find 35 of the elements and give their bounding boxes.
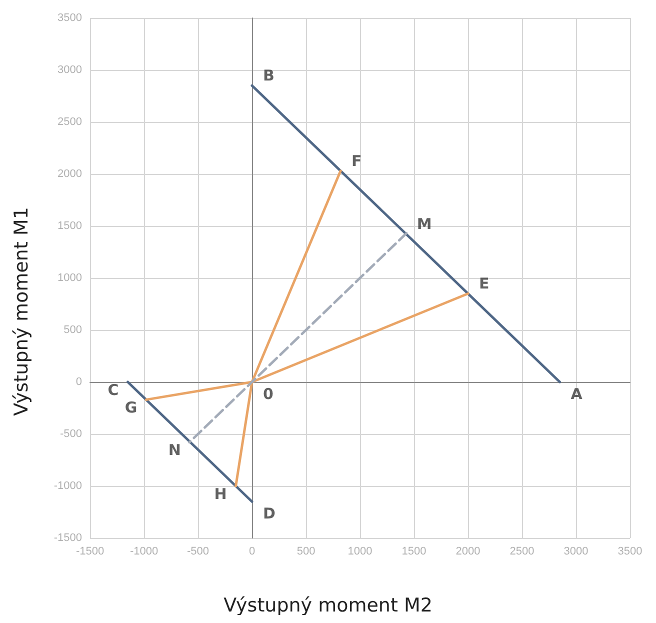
annotation: G bbox=[124, 398, 138, 417]
x-tick-label: 2500 bbox=[510, 546, 534, 558]
x-tick-label: 500 bbox=[296, 546, 316, 558]
x-tick-label: -500 bbox=[186, 546, 210, 558]
x-tick-label: -1500 bbox=[76, 546, 104, 558]
y-axis-title: Výstupný moment M1 bbox=[10, 207, 32, 416]
x-tick-label: 3500 bbox=[618, 546, 642, 558]
y-tick-label: -1000 bbox=[54, 480, 82, 492]
annotation: N bbox=[168, 440, 181, 459]
y-tick-label: 2500 bbox=[58, 116, 82, 128]
y-tick-label: 500 bbox=[64, 324, 82, 336]
y-tick-label: 3000 bbox=[58, 64, 82, 76]
x-tick-label: -1000 bbox=[130, 546, 158, 558]
annotation: F bbox=[352, 152, 362, 170]
y-tick-label: 0 bbox=[76, 376, 82, 388]
y-tick-label: 1000 bbox=[58, 272, 82, 284]
y-tick-label: 2000 bbox=[58, 168, 82, 180]
x-tick-label: 2000 bbox=[456, 546, 480, 558]
annotation: A bbox=[570, 385, 583, 403]
annotation: C bbox=[108, 381, 119, 399]
x-tick-label: 0 bbox=[248, 546, 256, 558]
x-tick-label: 1000 bbox=[348, 546, 372, 558]
annotation: E bbox=[479, 274, 490, 293]
y-tick-label: -500 bbox=[60, 428, 82, 440]
annotation: D bbox=[263, 504, 276, 523]
annotation: 0 bbox=[263, 385, 274, 403]
annotation: M bbox=[416, 214, 432, 233]
y-tick-label: 3500 bbox=[58, 12, 82, 24]
x-tick-label: 3000 bbox=[564, 546, 588, 558]
y-tick-label: -1500 bbox=[54, 532, 82, 544]
annotation: B bbox=[263, 66, 274, 85]
annotation: H bbox=[214, 485, 227, 503]
y-tick-label: 1500 bbox=[58, 220, 82, 232]
x-tick-label: 1500 bbox=[402, 546, 426, 558]
line-series bbox=[144, 170, 470, 488]
